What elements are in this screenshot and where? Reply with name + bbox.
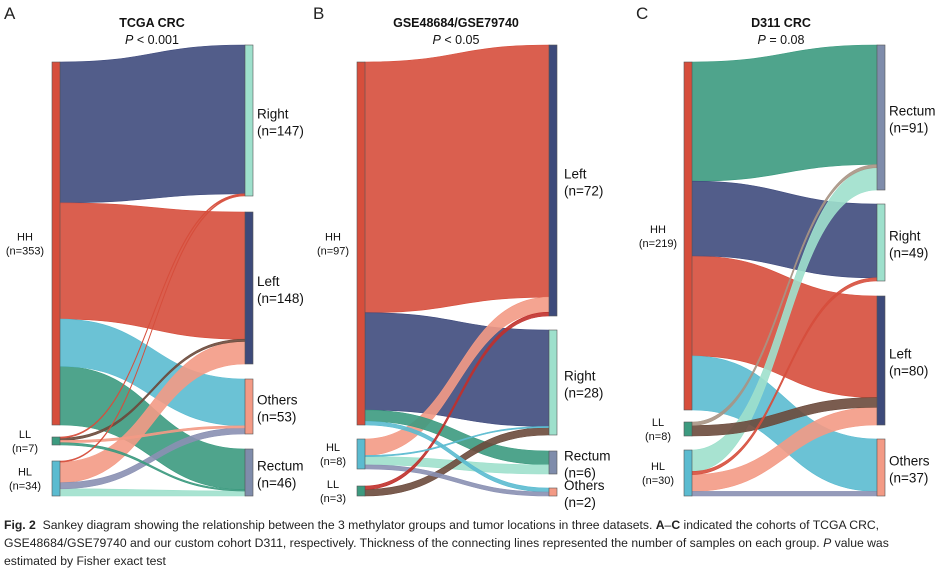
panel-title: D311 CRC [751,16,811,30]
flow-hl-to-others [691,491,878,497]
target-node-others [548,487,558,497]
p-value: P < 0.05 [433,33,480,47]
target-count-label: (n=148) [257,291,304,306]
target-label: Others [889,454,930,469]
source-label: LL [19,429,31,441]
source-count-label: (n=34) [9,481,41,493]
target-node-rectum [876,44,886,191]
target-node-rectum [548,450,558,475]
target-node-others [244,378,254,435]
source-node-hh [51,61,61,426]
panel-title: TCGA CRC [119,16,185,30]
panel-c: C D311 CRC P = 0.08 HH (n=219) LL (n=8) HL (n… [636,4,936,497]
source-label: HL [18,467,32,479]
source-count-label: (n=3) [320,493,346,505]
target-count-label: (n=72) [564,184,603,199]
caption-text: Sankey diagram showing the relationship … [42,518,653,532]
target-count-label: (n=28) [564,386,603,401]
caption-text: indicated the cohorts of TCGA CRC, GSE48… [4,518,880,550]
flow-hh-to-left [59,202,246,340]
flow-hh-to-rectum [691,44,878,182]
panel-letter: A [4,4,16,23]
flow-hl-to-rectum [59,488,246,497]
target-label: Left [257,274,280,289]
panel-letter: B [313,4,324,23]
flow-hh-to-right [59,44,246,204]
sankey-flows [691,44,878,497]
target-node-left [244,211,254,365]
source-count-label: (n=8) [645,431,671,443]
source-label: HL [651,461,665,473]
panel-title: GSE48684/GSE79740 [393,16,519,30]
source-node-hl [683,449,693,497]
source-label: LL [652,417,664,429]
source-node-ll [356,485,366,497]
source-count-label: (n=219) [639,238,677,250]
target-label: Rectum [889,104,936,119]
target-node-left [548,44,558,317]
p-value: P = 0.08 [758,33,805,47]
caption-ref-a: A [655,518,665,532]
caption-dash: – [664,518,672,532]
target-label: Left [889,347,912,362]
target-count-label: (n=2) [564,495,596,510]
target-label: Others [564,478,605,493]
target-count-label: (n=53) [257,410,296,425]
panel-b: B GSE48684/GSE79740 P < 0.05 HH (n=97) HL (… [313,4,611,510]
target-count-label: (n=46) [257,476,296,491]
sankey-nodes: HH (n=353) LL (n=7) HL (n=34) Right (n=147) Left… [6,44,304,497]
source-node-hh [683,61,693,411]
target-label: Left [564,167,587,182]
sankey-nodes: HH (n=97) HL (n=8) LL (n=3) Left (n=72) Right (n=… [317,44,611,510]
figure-caption: Fig. 2 Sankey diagram showing the relati… [4,516,944,570]
target-node-others [876,438,886,497]
panel-letter: C [636,4,648,23]
caption-ref-c: C [671,518,681,532]
panel-a: A TCGA CRC P < 0.001 HH (n=353) LL (n=7) HL (… [4,4,304,497]
target-count-label: (n=147) [257,124,304,139]
source-node-ll [683,421,693,437]
source-label: LL [327,479,339,491]
source-count-label: (n=30) [642,475,674,487]
sankey-figure: A TCGA CRC P < 0.001 HH (n=353) LL (n=7) HL (… [4,4,936,510]
target-count-label: (n=6) [564,466,596,481]
target-node-right [876,203,886,282]
source-node-hh [356,61,366,426]
source-node-hl [51,460,61,497]
target-label: Right [257,107,289,122]
target-node-right [548,329,558,436]
source-node-ll [51,436,61,446]
source-node-hl [356,438,366,470]
caption-label: Fig. 2 [4,518,36,532]
source-count-label: (n=8) [320,456,346,468]
source-count-label: (n=7) [12,443,38,455]
source-label: HL [326,442,340,454]
target-label: Rectum [564,449,611,464]
target-count-label: (n=91) [889,121,928,136]
target-node-right [244,44,254,197]
p-value: P < 0.001 [125,33,179,47]
flow-hh-to-left [364,44,550,314]
target-label: Right [564,369,596,384]
source-label: HH [17,232,33,244]
target-label: Others [257,393,298,408]
target-count-label: (n=37) [889,471,928,486]
caption-p-italic: P [823,536,832,550]
source-label: HH [650,224,666,236]
target-count-label: (n=80) [889,364,928,379]
sankey-nodes: HH (n=219) LL (n=8) HL (n=30) Rectum (n=91) Righ… [639,44,936,497]
sankey-flows [59,44,246,497]
source-label: HH [325,232,341,244]
caption-text: value was estimated by Fisher exact test [4,536,889,568]
target-node-rectum [244,448,254,497]
target-label: Rectum [257,459,304,474]
source-count-label: (n=97) [317,246,349,258]
target-count-label: (n=49) [889,246,928,261]
target-label: Right [889,229,921,244]
sankey-flows [364,44,550,497]
source-count-label: (n=353) [6,246,44,258]
target-node-left [876,295,886,426]
